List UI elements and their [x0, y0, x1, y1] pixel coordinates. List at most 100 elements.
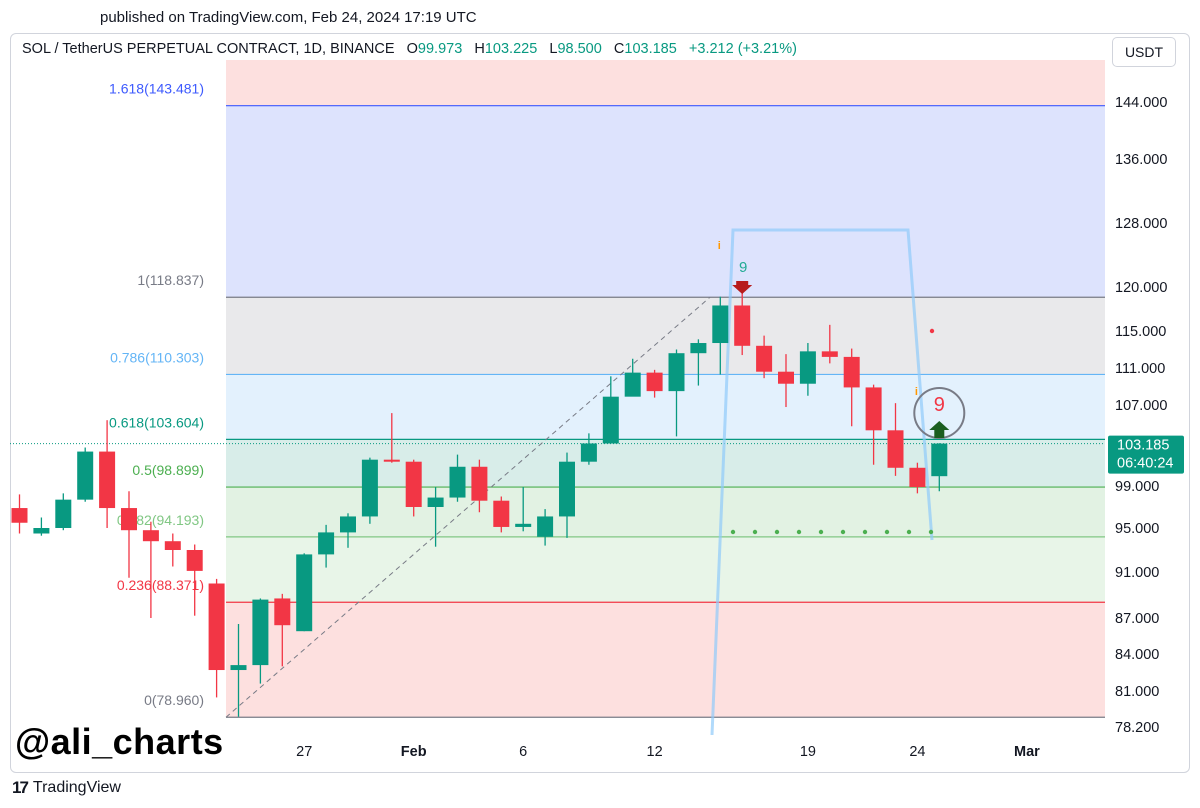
- candle-body: [580, 443, 597, 462]
- price-tick: 84.000: [1115, 647, 1159, 663]
- fib-levels: 1.618(143.481) 1(118.837) 0.786(110.303) 0.…: [10, 81, 1105, 718]
- candle-body: [471, 466, 488, 501]
- zone-0618-05: [226, 439, 1105, 488]
- candle-body: [361, 459, 378, 517]
- zone-1-0786: [226, 297, 1105, 375]
- support-dot: [840, 529, 846, 535]
- candles: [11, 293, 948, 717]
- high-value: 103.225: [484, 41, 538, 57]
- support-dot: [730, 529, 736, 535]
- candle-body: [340, 516, 356, 533]
- price-tick: 81.000: [1115, 684, 1159, 700]
- fib-label: 0(78.960): [144, 692, 204, 708]
- candle-body: [318, 532, 335, 555]
- candle-body: [186, 550, 203, 571]
- support-dot: [928, 529, 934, 535]
- candle-body: [230, 665, 247, 671]
- candle-body: [252, 599, 269, 666]
- last-price-value: 103.185: [1117, 438, 1169, 454]
- candle-body: [624, 372, 641, 397]
- price-tick: 115.000: [1115, 324, 1166, 340]
- candle-body: [646, 372, 663, 392]
- support-dot: [796, 529, 802, 535]
- price-tick: 144.000: [1115, 95, 1167, 111]
- tradingview-logo-icon: 17: [12, 778, 29, 797]
- open-value: 99.973: [417, 41, 463, 57]
- candle-body: [296, 554, 313, 632]
- fib-label: 1.618(143.481): [109, 81, 204, 97]
- low-value: 98.500: [557, 41, 602, 57]
- candle-body: [99, 451, 116, 509]
- close-value: 103.185: [624, 41, 677, 57]
- support-dot: [884, 529, 890, 535]
- published-caption: published on TradingView.com, Feb 24, 20…: [100, 9, 477, 26]
- signal-dot: [929, 328, 935, 334]
- time-tick: 6: [519, 744, 527, 760]
- price-tick: 78.200: [1115, 720, 1159, 736]
- candle-body: [121, 508, 137, 531]
- price-tick: 136.000: [1115, 152, 1167, 168]
- fib-label: 0.236(88.371): [117, 577, 204, 593]
- info-marker: i: [718, 240, 721, 252]
- fib-label: 0.5(98.899): [132, 462, 204, 478]
- support-dot: [774, 529, 780, 535]
- support-dot: [752, 529, 758, 535]
- tradingview-logo[interactable]: 17 TradingView: [12, 778, 121, 798]
- support-dot: [818, 529, 824, 535]
- time-tick: Mar: [1014, 744, 1040, 760]
- candle-body: [821, 351, 838, 357]
- price-tick: 99.000: [1115, 479, 1159, 495]
- time-tick: 19: [800, 744, 816, 760]
- countdown-value: 06:40:24: [1117, 456, 1173, 472]
- candle-body: [799, 351, 816, 384]
- close-label: C: [613, 41, 625, 57]
- currency-button[interactable]: USDT: [1112, 37, 1176, 67]
- candle-body: [602, 396, 619, 444]
- candle-body: [690, 343, 707, 354]
- candle-body: [208, 583, 225, 671]
- time-tick: 12: [647, 744, 663, 760]
- fib-label: 0.618(103.604): [109, 414, 204, 430]
- fib-label: 0.382(94.193): [117, 512, 204, 528]
- info-marker: i: [915, 386, 918, 398]
- high-label: H: [474, 41, 485, 57]
- candle-body: [537, 516, 554, 537]
- price-tick: 128.000: [1115, 216, 1167, 232]
- candle-body: [865, 387, 882, 431]
- zone-0382-0236: [226, 536, 1105, 603]
- price-change: +3.212 (+3.21%): [688, 41, 797, 57]
- projection-line: [710, 228, 934, 736]
- projection-path: [710, 228, 934, 736]
- tradingview-name: TradingView: [32, 779, 121, 796]
- zone-05-0382: [226, 487, 1105, 537]
- candle-body: [164, 541, 181, 550]
- candle-body: [493, 500, 510, 527]
- price-tick: 95.000: [1115, 521, 1159, 537]
- zone-0786-0618: [226, 374, 1105, 440]
- td-buy-label: 9: [934, 394, 945, 416]
- price-tick: 87.000: [1115, 611, 1159, 627]
- candle-body: [11, 508, 28, 523]
- candle-body: [383, 459, 400, 462]
- open-label: O: [406, 41, 418, 57]
- fib-zones: [226, 60, 1105, 718]
- low-label: L: [549, 41, 558, 57]
- sell-arrow-icon: [732, 281, 753, 294]
- candle-body: [756, 345, 773, 372]
- price-tick: 111.000: [1115, 361, 1165, 377]
- zone-0236-0: [226, 602, 1105, 718]
- zone-1618-1: [226, 105, 1105, 298]
- candle-body: [55, 499, 72, 528]
- last-price-tag: [1108, 435, 1184, 474]
- time-tick: 27: [296, 744, 312, 760]
- candle-body: [734, 305, 751, 346]
- time-tick: Feb: [401, 744, 427, 760]
- author-watermark: @ali_charts: [15, 721, 224, 762]
- candle-body: [274, 598, 291, 626]
- axes: 144.000 136.000 128.000 120.000 115.000 111.0…: [296, 95, 1184, 760]
- time-tick: 24: [909, 744, 925, 760]
- candle-body: [668, 353, 685, 392]
- candle-body: [843, 356, 860, 388]
- candle-body: [559, 461, 575, 517]
